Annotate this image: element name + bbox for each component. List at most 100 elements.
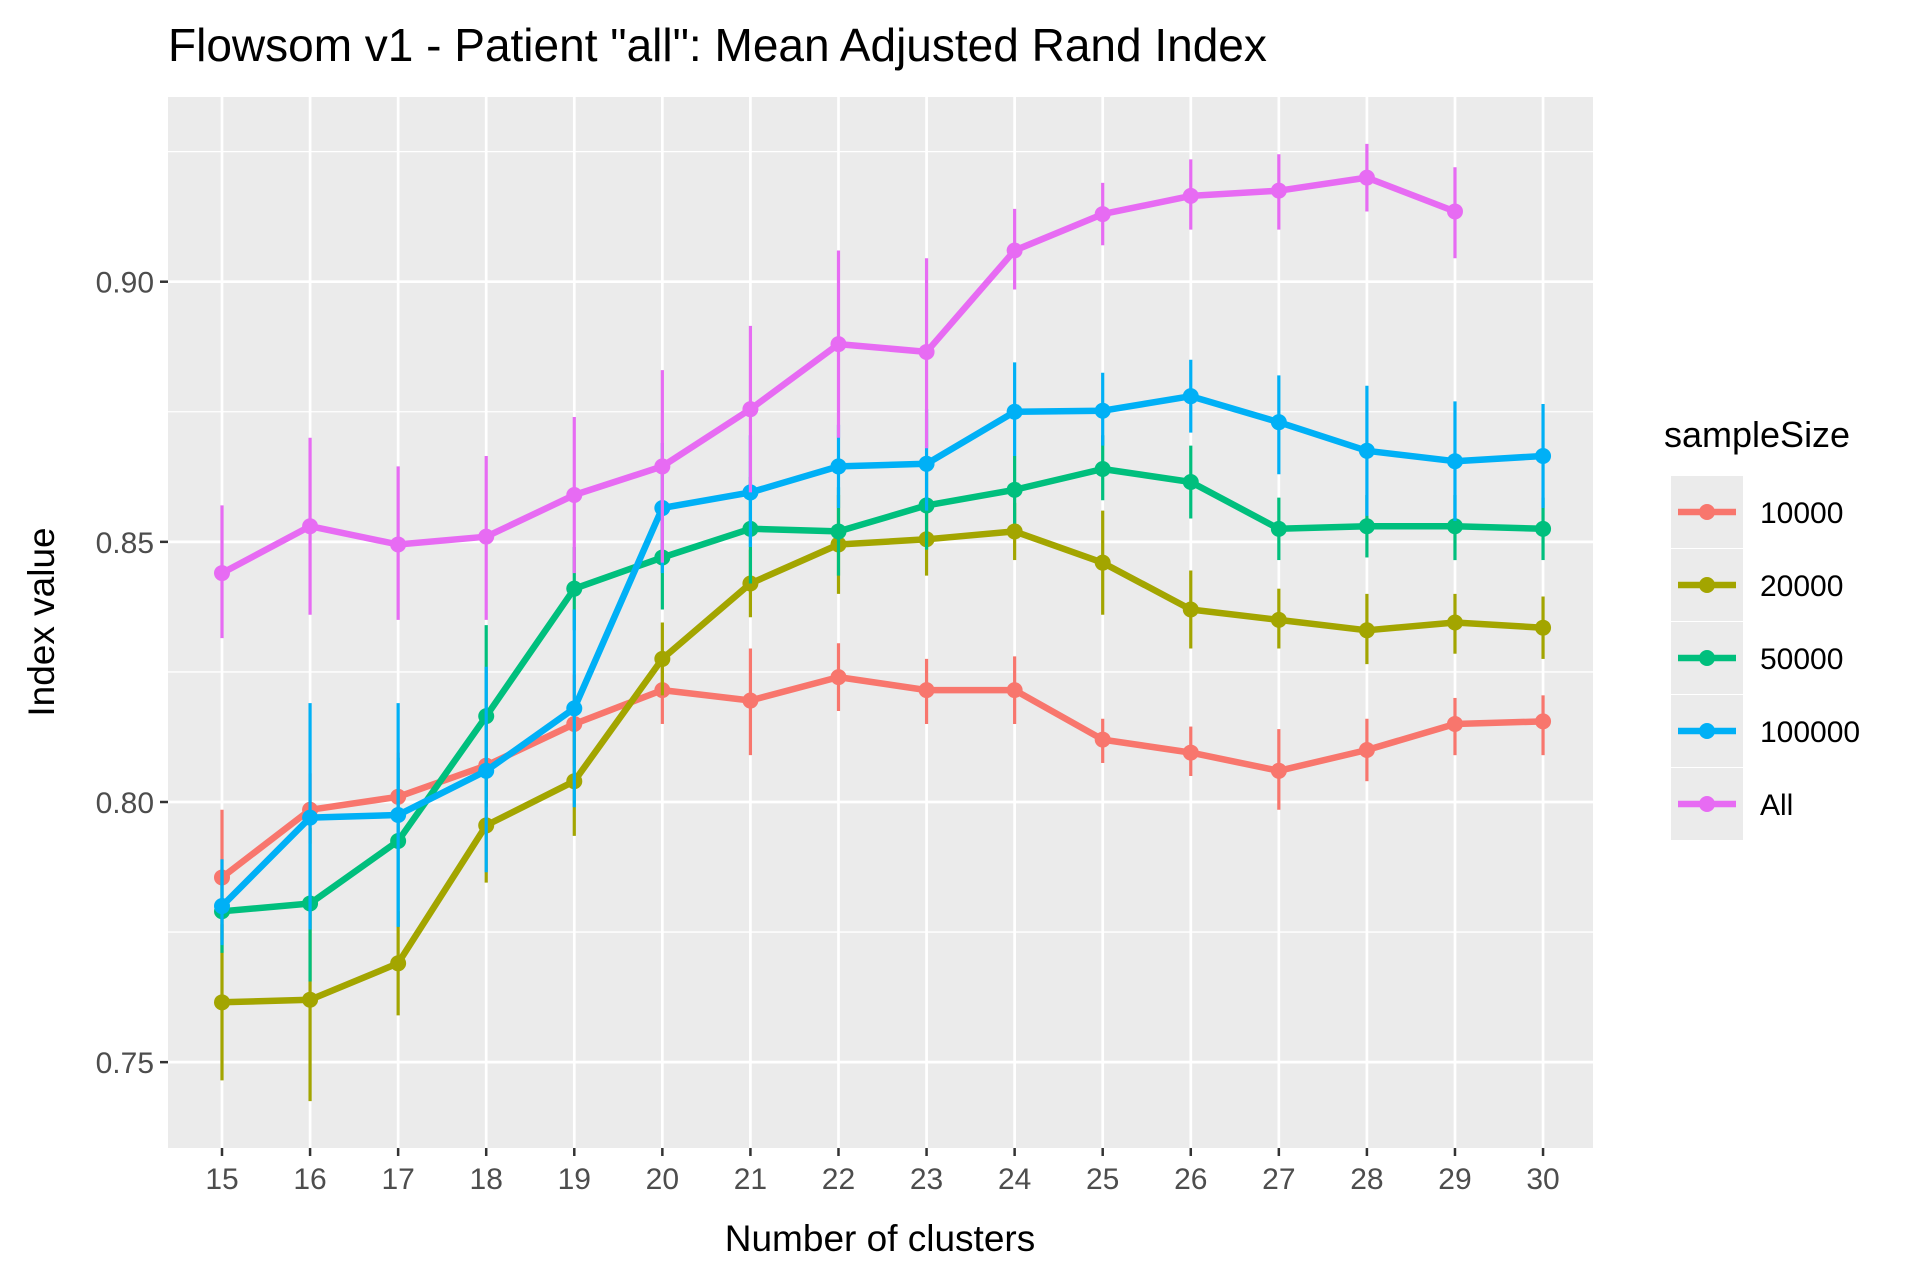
data-point [918,682,935,699]
data-point [830,458,847,475]
data-point [1358,741,1375,758]
data-point [1358,169,1375,186]
data-point [1358,442,1375,459]
data-point [1270,762,1287,779]
legend-items: 10000 20000 50000 100000 All [1671,476,1860,840]
data-point [830,669,847,686]
data-point [1006,403,1023,420]
data-point [1182,388,1199,405]
series-line [221,465,1544,915]
data-point [654,650,671,667]
series-line [219,392,1544,909]
data-point [918,455,935,472]
data-point [1270,182,1287,199]
data-point [1094,461,1111,478]
x-tick-label: 30 [1526,1163,1559,1196]
data-point [1006,682,1023,699]
x-tick-label: 16 [293,1163,326,1196]
series-All [214,143,1463,639]
data-point [1094,206,1111,223]
data-point [1182,187,1199,204]
x-tick-label: 28 [1350,1163,1383,1196]
legend-item-20000: 20000 [1671,549,1843,621]
data-point [1358,622,1375,639]
legend-label: 50000 [1760,643,1843,676]
data-point [214,898,230,915]
x-tick-label: 18 [470,1163,503,1196]
x-tick-label: 21 [734,1163,767,1196]
data-point [478,762,495,779]
y-axis-title: Index value [21,527,62,716]
data-point [654,458,671,475]
x-axis-title: Number of clusters [725,1218,1036,1259]
data-point [566,487,583,504]
data-point [1446,203,1463,220]
y-tick-label: 0.80 [96,787,154,820]
series-100000 [214,359,1552,946]
legend-item-All: All [1671,768,1793,840]
legend-label: All [1760,789,1793,822]
data-point [1182,474,1199,491]
y-axis-ticks: 0.75 0.80 0.85 0.90 [96,267,168,1080]
x-tick-label: 23 [910,1163,943,1196]
data-point [1270,414,1287,431]
data-point [918,343,935,360]
data-point [566,580,583,597]
legend-key-point [1699,723,1715,739]
data-point [1182,601,1199,618]
series-layer [214,143,1552,1102]
x-tick-label: 20 [646,1163,679,1196]
legend-title: sampleSize [1664,414,1850,455]
x-tick-label: 19 [558,1163,591,1196]
legend-label: 10000 [1760,497,1843,530]
data-point [302,991,319,1008]
data-point [1535,448,1552,465]
data-point [390,536,407,553]
data-point [1094,554,1111,571]
data-point [1270,611,1287,628]
legend-key-point [1699,796,1715,812]
data-point [1535,713,1552,730]
data-point [566,700,583,717]
y-tick-label: 0.75 [96,1047,154,1080]
legend-item-10000: 10000 [1671,476,1843,548]
data-point [302,809,319,826]
data-point [1535,619,1552,636]
x-tick-label: 17 [381,1163,414,1196]
legend-key-point [1699,504,1715,520]
legend-item-100000: 100000 [1671,695,1860,767]
data-point [1182,744,1199,761]
legend-label: 20000 [1760,570,1843,603]
data-point [1094,402,1111,419]
data-point [1446,453,1463,470]
minor-gridlines [168,150,1593,933]
y-tick-label: 0.85 [96,527,154,560]
y-tick-label: 0.90 [96,267,154,300]
data-point [1535,520,1552,537]
legend: sampleSize 10000 20000 50000 100000 All [1664,414,1860,840]
data-point [1094,731,1111,748]
data-point [302,518,319,535]
legend-label: 100000 [1760,716,1860,749]
legend-item-50000: 50000 [1671,622,1843,694]
data-point [390,807,407,824]
x-tick-label: 29 [1438,1163,1471,1196]
data-point [1446,518,1463,535]
legend-key-point [1699,650,1715,666]
data-point [1006,523,1023,540]
chart-title: Flowsom v1 - Patient "all": Mean Adjuste… [168,19,1267,71]
data-point [1446,614,1463,631]
data-point [478,528,495,545]
data-point [1446,715,1463,732]
data-point [1358,518,1375,535]
plot-panel [168,97,1593,1148]
data-point [214,565,230,582]
data-point [742,692,759,709]
x-axis-ticks: 15 16 17 18 19 20 21 22 23 24 25 26 27 28 29 30 [205,1148,1560,1196]
data-point [1006,481,1023,498]
series-line [221,528,1544,1006]
data-point [1006,242,1023,259]
legend-key-point [1699,577,1715,593]
data-point [214,994,230,1011]
